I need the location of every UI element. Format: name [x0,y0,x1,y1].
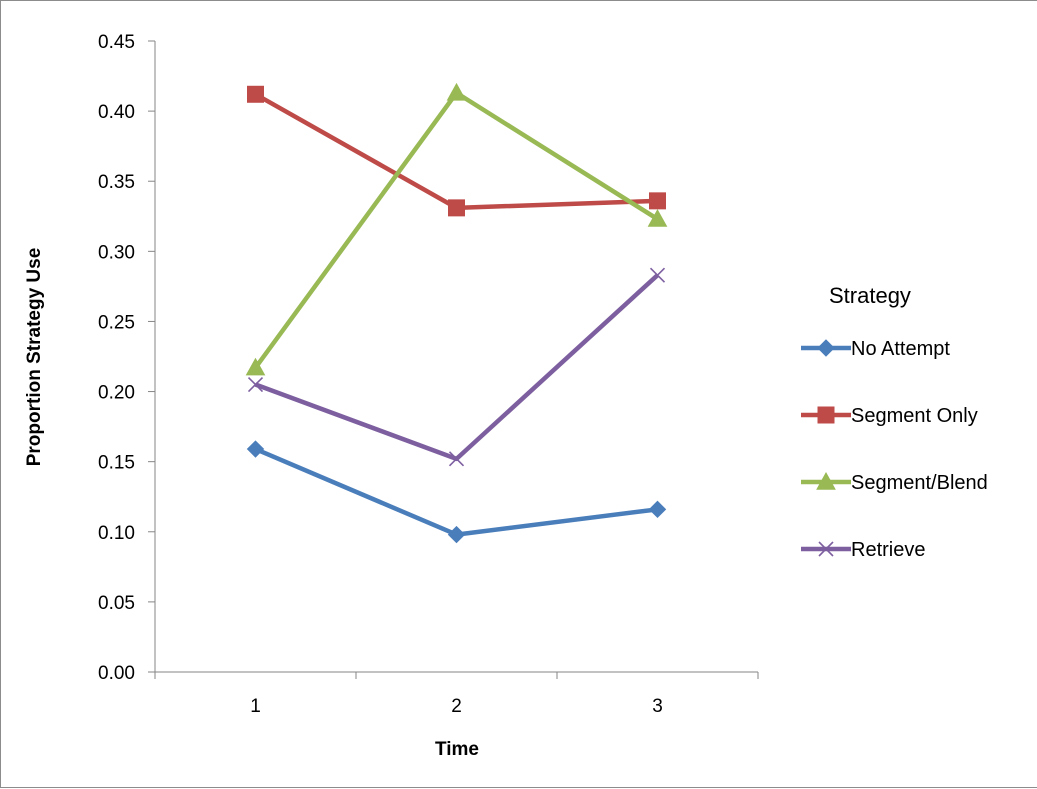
legend-item-no-attempt: No Attempt [801,338,950,360]
data-point-no-attempt [246,440,265,458]
series-line-retrieve [254,273,660,462]
series-line-segment-only [254,92,658,211]
legend-label: Retrieve [851,539,925,561]
legend-item-segment-blend: Segment/Blend [801,471,988,494]
series-line-no-attempt [254,446,658,537]
data-point-retrieve [448,451,465,467]
y-tick-label: 0.10 [98,523,135,544]
legend-label: No Attempt [851,338,950,360]
y-tick-label: 0.00 [98,663,135,684]
legend-items: No Attempt Segment Only Segment/Blend Retri… [801,338,988,561]
data-point-retrieve [649,267,666,283]
legend: Strategy No Attempt Segment Only Segment/B… [801,283,988,561]
data-point-no-attempt [447,525,466,544]
y-tick-label: 0.05 [98,593,135,614]
series-markers [245,82,668,544]
x-tick-labels: 1 2 3 [250,696,663,717]
data-point-no-attempt [648,500,667,519]
x-tick-label: 3 [652,696,663,717]
data-point-segment-only [247,85,264,103]
legend-swatch-marker [816,471,836,490]
x-tick-label: 1 [250,696,261,717]
y-axis-title: Proportion Strategy Use [24,248,45,467]
x-tick-label: 2 [451,696,462,717]
legend-item-segment-only: Segment Only [801,405,978,427]
series-lines [253,90,660,537]
axes [148,40,759,679]
legend-label: Segment/Blend [851,472,988,494]
legend-swatch-marker [817,339,835,357]
data-point-segment-only [649,192,666,210]
y-tick-label: 0.15 [98,453,135,474]
series-line-segment-blend [253,90,659,370]
y-tick-labels: 0.00 0.05 0.10 0.15 0.20 0.25 0.30 0.35 0.40 0.45 [98,32,135,684]
y-tick-label: 0.20 [98,383,135,404]
y-tick-label: 0.35 [98,172,135,193]
data-point-segment-only [448,199,465,217]
legend-title: Strategy [829,283,911,308]
data-point-segment-blend [647,209,668,227]
y-tick-label: 0.40 [98,102,135,123]
data-point-segment-blend [446,82,467,101]
y-tick-label: 0.45 [98,32,135,53]
x-axis-title: Time [435,739,479,760]
legend-swatch-marker [817,406,835,424]
data-point-segment-blend [245,357,266,376]
legend-label: Segment Only [851,405,978,427]
y-tick-label: 0.25 [98,312,135,333]
data-point-retrieve [247,376,264,393]
y-tick-label: 0.30 [98,242,135,263]
legend-swatch-marker [818,541,834,557]
legend-item-retrieve: Retrieve [801,539,925,561]
